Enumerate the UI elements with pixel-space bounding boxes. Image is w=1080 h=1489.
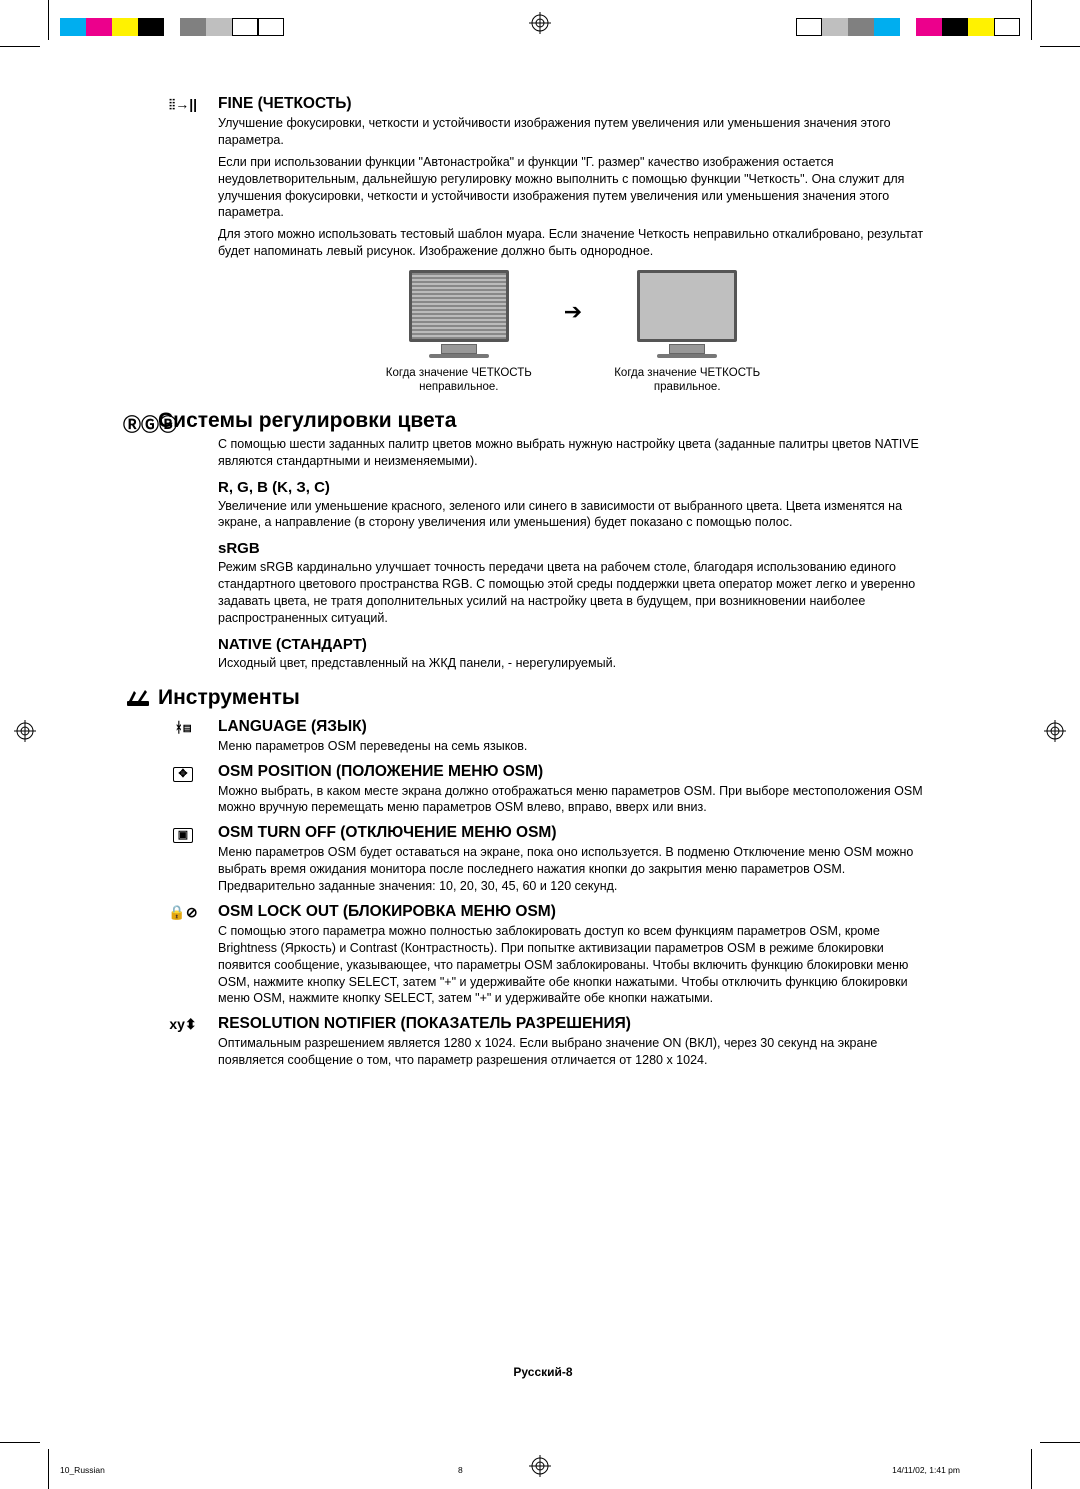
rgb-p: Увеличение или уменьшение красного, зеле… — [218, 498, 928, 532]
section-tools: Инструменты ᚼ▤ LANGUAGE (ЯЗЫК) Меню пара… — [158, 686, 928, 1069]
monitor-correct-icon — [633, 270, 741, 360]
tools-icon — [123, 688, 153, 713]
registration-target-icon — [529, 12, 551, 34]
fine-p3: Для этого можно использовать тестовый ша… — [218, 226, 928, 260]
osm-turnoff-icon: ▣ — [163, 825, 203, 843]
monitor-wrong-icon — [405, 270, 513, 360]
tools-title: Инструменты — [158, 686, 300, 709]
osm-position-p: Можно выбрать, в каком месте экрана долж… — [218, 783, 928, 817]
resolution-notifier-p: Оптимальным разрешением является 1280 x … — [218, 1035, 928, 1069]
fine-p1: Улучшение фокусировки, четкости и устойч… — [218, 115, 928, 149]
srgb-subtitle: sRGB — [218, 540, 928, 557]
registration-target-icon — [1044, 720, 1066, 742]
language-icon: ᚼ▤ — [163, 719, 203, 735]
arrow-right-icon: ➔ — [564, 299, 582, 325]
osm-turnoff-p: Меню параметров OSM будет оставаться на … — [218, 844, 928, 895]
registration-target-icon — [14, 720, 36, 742]
osm-turnoff-title: OSM TURN OFF (ОТКЛЮЧЕНИЕ МЕНЮ OSM) — [218, 824, 556, 841]
language-title: LANGUAGE (ЯЗЫК) — [218, 718, 367, 735]
fig-caption-correct: Когда значение ЧЕТКОСТЬ правильное. — [612, 366, 762, 395]
fine-p2: Если при использовании функции "Автонаст… — [218, 154, 928, 222]
native-subtitle: NATIVE (СТАНДАРТ) — [218, 636, 928, 653]
osm-lockout-title: OSM LOCK OUT (БЛОКИРОВКА МЕНЮ OSM) — [218, 903, 556, 920]
foot-date: 14/11/02, 1:41 pm — [892, 1465, 960, 1475]
section-color-systems: ⓇⒼⒷ Системы регулировки цвета С помощью … — [158, 409, 928, 672]
fine-title: FINE (ЧЕТКОСТЬ) — [218, 95, 352, 112]
native-p: Исходный цвет, представленный на ЖКД пан… — [218, 655, 928, 672]
resolution-notifier-icon: xy⬍ — [163, 1016, 203, 1033]
osm-position-icon: ✥ — [163, 764, 203, 782]
section-fine: ⦙⦙→|| FINE (ЧЕТКОСТЬ) Улучшение фокусиро… — [158, 95, 928, 395]
resolution-notifier-title: RESOLUTION NOTIFIER (ПОКАЗАТЕЛЬ РАЗРЕШЕН… — [218, 1015, 631, 1032]
foot-source: 10_Russian — [60, 1465, 105, 1475]
rgb-subtitle: R, G, B (K, З, С) — [218, 479, 928, 496]
fine-icon: ⦙⦙→|| — [163, 96, 203, 113]
foot-page-number: 8 — [458, 1465, 463, 1475]
language-p: Меню параметров OSM переведены на семь я… — [218, 738, 928, 755]
page-content: ⦙⦙→|| FINE (ЧЕТКОСТЬ) Улучшение фокусиро… — [158, 95, 928, 1074]
osm-lockout-p: С помощью этого параметра можно полность… — [218, 923, 928, 1007]
fig-caption-wrong: Когда значение ЧЕТКОСТЬ неправильное. — [384, 366, 534, 395]
color-systems-p1: С помощью шести заданных палитр цветов м… — [218, 436, 928, 470]
fine-figure: Когда значение ЧЕТКОСТЬ неправильное. ➔ … — [218, 270, 928, 395]
color-systems-title: Системы регулировки цвета — [158, 409, 456, 432]
osm-lockout-icon: 🔒⊘ — [163, 904, 203, 921]
srgb-p: Режим sRGB кардинально улучшает точность… — [218, 559, 928, 627]
rgb-icon: ⓇⒼⒷ — [123, 411, 153, 437]
registration-target-icon — [529, 1455, 551, 1477]
osm-position-title: OSM POSITION (ПОЛОЖЕНИЕ МЕНЮ OSM) — [218, 763, 543, 780]
page-footer-label: Русский-8 — [158, 1365, 928, 1379]
